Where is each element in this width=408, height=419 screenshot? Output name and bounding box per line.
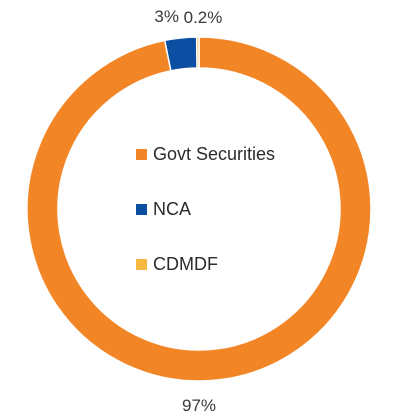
legend-label-govt-securities: Govt Securities — [153, 144, 275, 164]
value-label-cdmdf: 0.2% — [184, 8, 223, 27]
legend-label-cdmdf: CDMDF — [153, 254, 218, 274]
value-label-govt-securities: 97% — [182, 396, 216, 415]
slice-nca — [163, 36, 198, 72]
value-label-nca: 3% — [154, 7, 179, 26]
legend-swatch-govt-securities — [136, 149, 147, 160]
legend-swatch-nca — [136, 204, 147, 215]
value-labels: 97% 3% 0.2% — [154, 7, 222, 415]
slice-cdmdf — [195, 36, 200, 69]
legend-swatch-cdmdf — [136, 259, 147, 270]
legend-label-nca: NCA — [153, 199, 191, 219]
legend: Govt Securities NCA CDMDF — [136, 144, 275, 274]
donut-slices — [26, 36, 372, 382]
slice-govt-securities — [26, 36, 372, 382]
